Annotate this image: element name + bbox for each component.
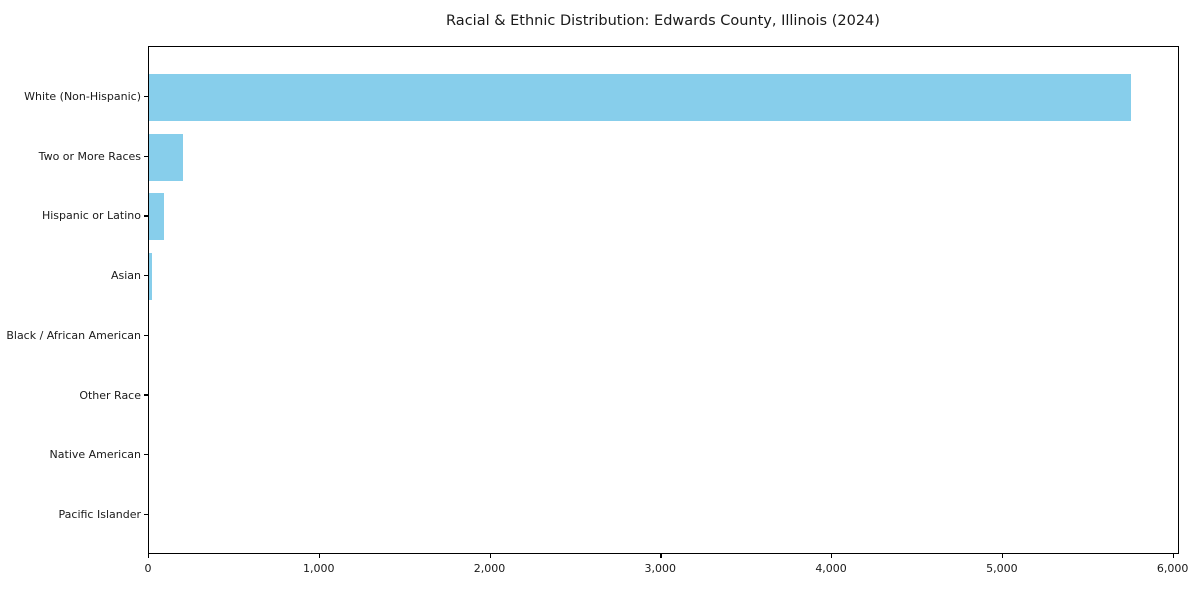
x-tick-mark	[318, 554, 321, 558]
y-tick-label-asian: Asian	[110, 269, 141, 283]
y-tick-label-other-race: Other Race	[79, 388, 141, 402]
bar-white-non-hispanic	[149, 74, 1131, 121]
x-tick-mark	[1172, 554, 1174, 558]
chart-title: Racial & Ethnic Distribution: Edwards Co…	[446, 13, 880, 29]
x-tick-mark	[831, 554, 833, 558]
x-tick-mark	[660, 554, 662, 558]
y-tick-mark	[144, 334, 148, 336]
x-tick-mark	[1001, 554, 1004, 558]
x-tick-label-2000: 2,000	[473, 562, 506, 575]
y-tick-mark	[144, 155, 148, 157]
x-tick-mark	[489, 554, 491, 558]
plot-area	[148, 46, 1179, 554]
y-tick-mark	[144, 95, 148, 98]
x-tick-label-0: 0	[144, 562, 152, 575]
y-tick-mark	[144, 454, 148, 456]
y-tick-label-white-non-hispanic: White (Non-Hispanic)	[24, 90, 141, 103]
x-tick-label-4000: 4,000	[815, 562, 847, 575]
y-tick-label-hispanic-or-latino: Hispanic or Latino	[41, 209, 141, 223]
bar-two-or-more-races	[149, 133, 184, 181]
y-tick-label-black-african-american: Black / African American	[6, 328, 141, 342]
x-tick-label-5000: 5,000	[986, 562, 1018, 575]
y-tick-mark	[144, 274, 148, 277]
x-tick-label-6000: 6,000	[1156, 562, 1189, 575]
bar-hispanic-or-latino	[149, 193, 165, 241]
y-tick-mark	[144, 394, 148, 396]
y-tick-label-two-or-more-races: Two or More Races	[38, 149, 141, 163]
y-tick-label-native-american: Native American	[49, 448, 141, 462]
x-tick-label-3000: 3,000	[644, 562, 677, 575]
x-tick-label-1000: 1,000	[303, 562, 335, 575]
bar-asian	[149, 253, 152, 301]
y-tick-label-pacific-islander: Pacific Islander	[58, 507, 141, 521]
y-tick-mark	[144, 215, 148, 217]
x-tick-mark	[148, 554, 150, 558]
y-tick-mark	[144, 513, 148, 516]
